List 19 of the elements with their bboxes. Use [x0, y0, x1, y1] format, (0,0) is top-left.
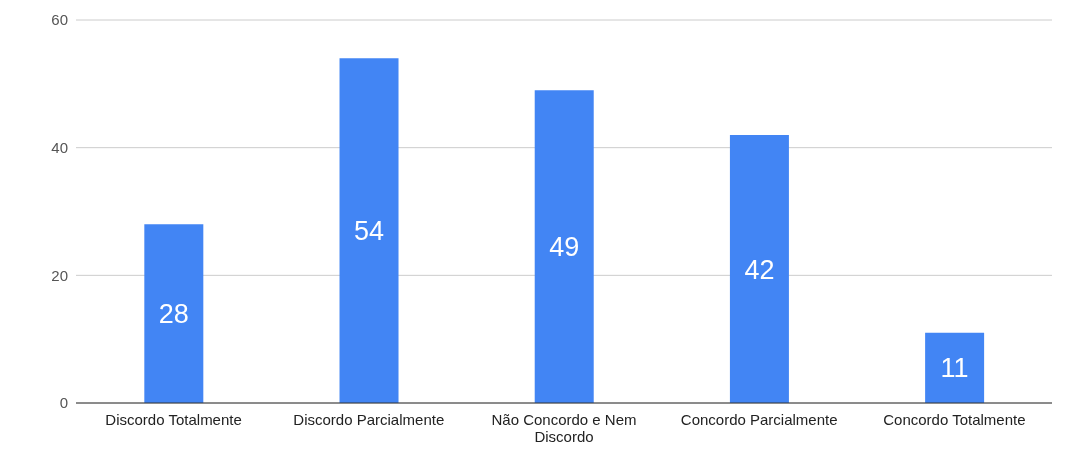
- bar: [925, 332, 985, 403]
- data-label: 49: [549, 232, 580, 263]
- y-tick-label: 0: [59, 394, 68, 412]
- data-label: 42: [744, 254, 775, 285]
- x-tick-label: Não Concordo e Nem Discordo: [491, 411, 637, 445]
- y-tick-label: 40: [51, 138, 68, 156]
- x-tick-label: Concordo Totalmente: [883, 411, 1026, 428]
- x-tick-label: Concordo Parcialmente: [680, 411, 838, 428]
- bar: [729, 134, 789, 403]
- data-label: 54: [354, 216, 385, 247]
- bar: [144, 224, 204, 403]
- y-tick-label: 60: [51, 11, 68, 29]
- bar: [534, 90, 594, 403]
- bar: [339, 58, 399, 403]
- data-label: 28: [158, 299, 189, 330]
- data-label: 11: [940, 353, 969, 384]
- x-tick-label: Discordo Totalmente: [105, 411, 242, 428]
- y-tick-label: 20: [51, 266, 68, 284]
- x-tick-label: Discordo Parcialmente: [293, 411, 445, 428]
